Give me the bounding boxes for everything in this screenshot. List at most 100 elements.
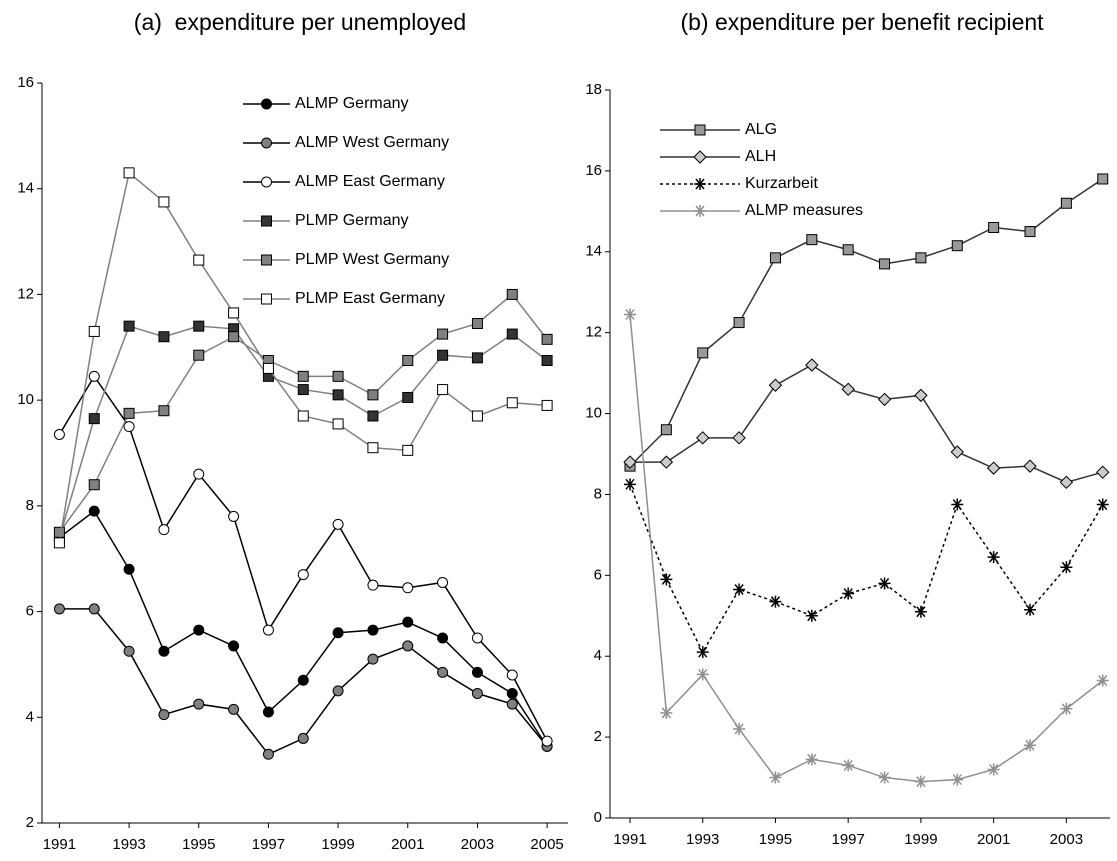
legend-marker: [694, 124, 706, 136]
marker: [88, 370, 100, 382]
x-tick-label: 2001: [391, 836, 424, 853]
y-tick-label: 2: [594, 728, 602, 745]
marker: [733, 583, 746, 596]
marker: [437, 577, 449, 588]
legend-marker: [694, 178, 706, 190]
marker: [1096, 674, 1109, 687]
marker: [659, 455, 674, 469]
marker: [88, 603, 100, 615]
marker: [262, 362, 274, 374]
marker: [402, 640, 414, 652]
x-tick-label: 1999: [321, 836, 354, 853]
x-tick-label: 2005: [530, 836, 563, 853]
marker: [193, 320, 205, 332]
line: [629, 484, 1104, 654]
marker: [193, 624, 205, 636]
marker: [367, 442, 379, 454]
marker: [123, 167, 135, 179]
y-tick-label: 4: [26, 708, 34, 725]
marker: [878, 771, 891, 784]
y-tick-label: 8: [26, 497, 34, 514]
line: [629, 314, 1104, 783]
marker: [367, 653, 379, 665]
marker: [950, 445, 964, 459]
marker: [228, 510, 240, 522]
marker: [733, 317, 745, 329]
marker: [732, 431, 746, 445]
marker: [805, 753, 818, 766]
marker: [437, 349, 449, 361]
marker: [297, 674, 309, 686]
y-tick-label: 14: [585, 243, 602, 260]
marker: [332, 370, 344, 382]
legend-label: ALMP East Germany: [295, 173, 445, 190]
marker: [805, 358, 819, 372]
marker: [915, 252, 927, 264]
marker: [986, 461, 1001, 475]
marker: [228, 703, 240, 715]
marker: [53, 429, 65, 440]
marker: [696, 668, 709, 681]
legend-marker: [261, 254, 272, 266]
marker: [806, 234, 818, 246]
marker: [951, 240, 963, 252]
marker: [1024, 739, 1036, 752]
marker: [437, 632, 449, 644]
marker: [987, 763, 1000, 776]
marker: [262, 748, 274, 760]
legend-label: PLMP East Germany: [295, 290, 445, 307]
marker: [877, 392, 892, 407]
marker: [123, 421, 135, 433]
y-tick-label: 2: [26, 814, 34, 831]
marker: [769, 771, 782, 784]
marker: [841, 382, 855, 396]
marker: [332, 685, 344, 697]
marker: [123, 563, 135, 575]
y-tick-label: 4: [594, 647, 602, 664]
marker: [53, 537, 65, 549]
marker: [733, 723, 746, 736]
marker: [471, 632, 483, 644]
x-tick-label: 2001: [977, 831, 1010, 848]
y-tick-label: 6: [26, 603, 34, 620]
legend-label: ALH: [745, 148, 776, 165]
marker: [506, 688, 518, 699]
y-tick-label: 12: [17, 285, 34, 302]
marker: [696, 431, 710, 445]
marker: [506, 328, 518, 340]
y-tick-label: 10: [17, 391, 34, 408]
marker: [660, 424, 672, 436]
marker: [471, 318, 483, 329]
marker: [437, 384, 449, 396]
marker: [914, 605, 927, 618]
marker: [158, 709, 170, 721]
marker: [624, 478, 636, 491]
marker: [1024, 603, 1036, 616]
marker: [623, 455, 637, 469]
legend-marker: [261, 98, 272, 110]
marker: [506, 698, 518, 710]
legend-label: Kurzarbeit: [745, 175, 818, 192]
y-tick-label: 8: [594, 485, 602, 502]
marker: [193, 468, 205, 480]
marker: [158, 405, 170, 417]
marker: [769, 595, 782, 608]
marker: [471, 666, 483, 678]
marker: [367, 579, 379, 591]
legend-label: ALMP measures: [745, 202, 863, 219]
legend-label: ALMP Germany: [295, 95, 409, 112]
x-tick-label: 1997: [252, 836, 285, 853]
y-tick-label: 0: [594, 809, 602, 826]
marker: [193, 698, 205, 710]
marker: [541, 399, 553, 411]
legend-marker: [261, 215, 272, 227]
marker: [297, 569, 309, 581]
marker: [842, 587, 855, 600]
legend-label: ALG: [745, 121, 777, 138]
marker: [228, 640, 240, 652]
marker: [53, 526, 65, 538]
marker: [541, 355, 553, 366]
legend-label: PLMP Germany: [295, 212, 409, 229]
marker: [1096, 498, 1109, 511]
